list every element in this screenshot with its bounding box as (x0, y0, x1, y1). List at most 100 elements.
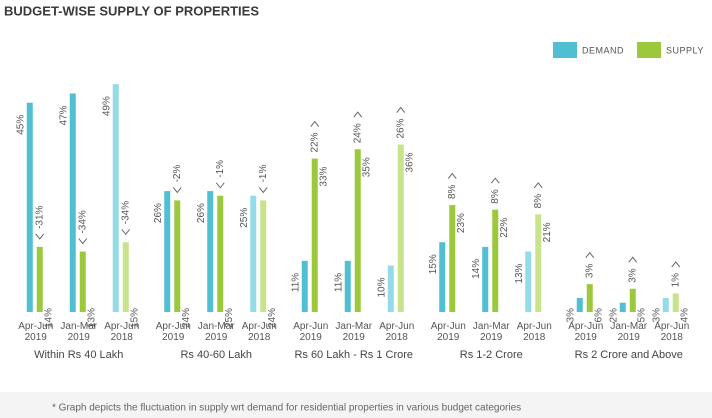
x-tick-label-line: 2019 (300, 332, 323, 343)
x-tick-label-line: Jan-Mar (60, 321, 97, 332)
demand-bar (439, 242, 446, 312)
demand-bar (387, 265, 394, 312)
supply-bar (79, 251, 86, 312)
supply-label: 4% (679, 308, 690, 323)
x-tick-label: Apr-Jun 2019 (293, 321, 328, 343)
supply-bar (311, 158, 318, 312)
supply-label: 15% (129, 308, 140, 328)
demand-bar (164, 191, 171, 312)
supply-label: 22% (499, 218, 510, 238)
x-tick-label-line: 2018 (523, 332, 546, 343)
supply-bar (629, 288, 636, 312)
group-label: Rs 60 Lakh - Rs 1 Crore (294, 349, 413, 361)
demand-label: 45% (15, 115, 26, 135)
x-tick-label-line: 2019 (437, 332, 460, 343)
supply-label: 33% (318, 166, 329, 186)
demand-label: 14% (471, 259, 482, 279)
x-tick-label-line: 2019 (68, 332, 91, 343)
x-tick-label: Jan-Mar 2019 (335, 321, 372, 343)
change-arrow (310, 120, 320, 127)
x-tick-label-line: Apr-Jun (654, 321, 689, 332)
demand-label: 47% (58, 105, 69, 125)
x-tick-label-line: Apr-Jun (293, 321, 328, 332)
supply-label: 13% (86, 308, 97, 328)
demand-bar (576, 298, 583, 312)
change-label: 24% (352, 123, 363, 143)
x-tick-label-line: Jan-Mar (473, 321, 510, 332)
group-label: Within Rs 40 Lakh (34, 349, 123, 361)
demand-label: 3% (565, 308, 576, 323)
x-tick-label: Apr-Jun 2018 (517, 321, 552, 343)
supply-bar (174, 200, 181, 312)
x-tick-label-line: Apr-Jun (379, 321, 414, 332)
demand-label: 11% (290, 273, 301, 292)
change-arrow (628, 256, 638, 263)
supply-label: 35% (361, 157, 372, 177)
legend-swatch (553, 42, 577, 58)
x-tick-label: Apr-Jun 2018 (654, 321, 689, 343)
x-tick-label: Apr-Jun 2018 (242, 321, 277, 343)
change-arrow (490, 177, 500, 184)
change-label: 26% (395, 118, 406, 138)
change-label: -34% (120, 201, 131, 224)
x-tick-label: Apr-Jun 2019 (568, 321, 603, 343)
change-label: -34% (77, 210, 88, 233)
x-tick-label-line: Apr-Jun (156, 321, 191, 332)
group-label: Rs 1-2 Crore (460, 349, 523, 361)
change-arrow (35, 233, 45, 240)
change-arrow (215, 182, 225, 189)
change-arrow (447, 172, 457, 179)
change-label: -31% (34, 205, 45, 228)
change-label: 1% (670, 273, 681, 288)
change-label: 3% (584, 264, 595, 279)
x-tick-label: Apr-Jun 2019 (18, 321, 53, 343)
change-label: 22% (309, 132, 320, 152)
x-tick-label-line: Jan-Mar (610, 321, 647, 332)
supply-label: 24% (181, 308, 192, 328)
demand-label: 49% (101, 96, 112, 116)
demand-label: 26% (153, 203, 164, 223)
x-tick-label-line: 2018 (661, 332, 684, 343)
footnote: * Graph depicts the fluctuation in suppl… (52, 403, 521, 414)
change-label: -1% (215, 160, 226, 178)
demand-label: 15% (428, 254, 439, 274)
x-tick-label-line: Jan-Mar (335, 321, 372, 332)
change-label: 8% (447, 184, 458, 199)
supply-label: 25% (224, 308, 235, 328)
x-tick-label-line: 2019 (205, 332, 228, 343)
demand-bar (662, 298, 669, 312)
group-label: Rs 40-60 Lakh (180, 349, 252, 361)
change-label: 8% (490, 189, 501, 204)
supply-bar (36, 246, 43, 312)
change-label: -2% (172, 165, 183, 183)
demand-label: 2% (608, 308, 619, 323)
x-tick-label-line: 2019 (25, 332, 48, 343)
x-tick-label: Apr-Jun 2019 (431, 321, 466, 343)
x-tick-label: Jan-Mar 2019 (198, 321, 235, 343)
x-tick-label: Jan-Mar 2019 (610, 321, 647, 343)
demand-label: 10% (376, 277, 387, 297)
x-tick-label: Apr-Jun 2018 (104, 321, 139, 343)
supply-label: 21% (542, 222, 553, 242)
x-tick-label-line: 2018 (111, 332, 134, 343)
x-tick-label: Apr-Jun 2019 (156, 321, 191, 343)
demand-label: 25% (239, 208, 250, 228)
change-label: 8% (533, 194, 544, 209)
group-label: Rs 2 Crore and Above (575, 349, 683, 361)
legend-swatch (637, 42, 661, 58)
x-tick-label: Jan-Mar 2019 (473, 321, 510, 343)
supply-bar (449, 205, 456, 312)
change-label: 3% (627, 268, 638, 283)
x-tick-label-line: 2018 (248, 332, 271, 343)
demand-bar (250, 195, 257, 312)
x-tick-label: Jan-Mar 2019 (60, 321, 97, 343)
demand-label: 26% (196, 203, 207, 223)
x-tick-label-line: Apr-Jun (242, 321, 277, 332)
demand-bar (69, 93, 76, 312)
x-tick-label-line: Jan-Mar (198, 321, 235, 332)
x-tick-label-line: 2019 (575, 332, 598, 343)
change-arrow (396, 106, 406, 113)
demand-bar (207, 191, 214, 312)
demand-bar (26, 102, 33, 312)
demand-bar (525, 251, 532, 312)
